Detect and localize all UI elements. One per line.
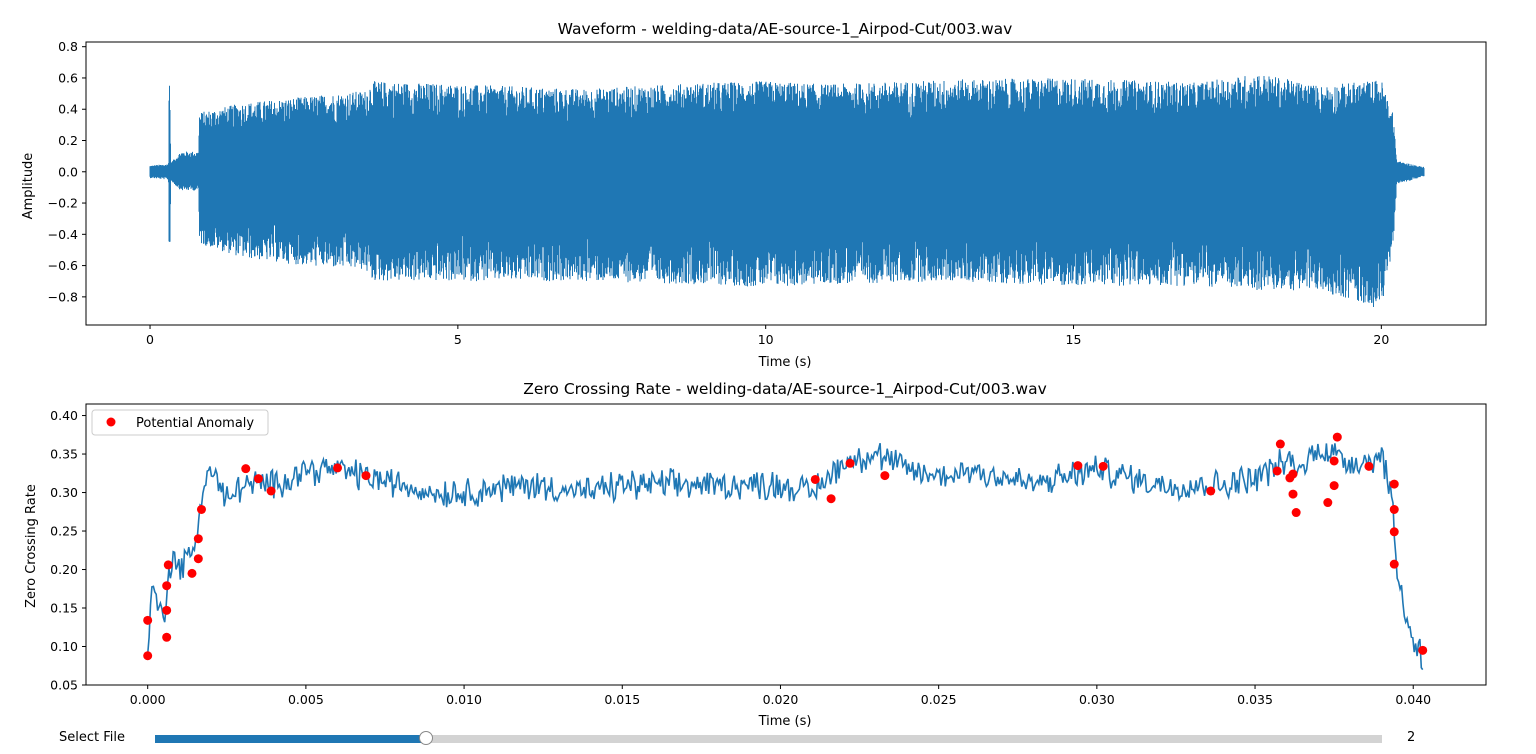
zcr-xtick-label: 0.040: [1395, 692, 1431, 707]
anomaly-point: [193, 534, 203, 544]
zcr-ytick-label: 0.25: [50, 524, 78, 539]
zcr-xtick-label: 0.015: [604, 692, 640, 707]
anomaly-point: [196, 504, 206, 514]
anomaly-point: [1332, 432, 1342, 442]
waveform-axes: Waveform - welding-data/AE-source-1_Airp…: [21, 20, 1487, 370]
zcr-xtick-label: 0.035: [1237, 692, 1273, 707]
waveform-series-line: [149, 76, 1425, 307]
anomaly-point: [187, 568, 197, 578]
zcr-series-line: [146, 443, 1424, 671]
anomaly-point: [1389, 479, 1399, 489]
zcr-ytick-label: 0.10: [50, 639, 78, 654]
zcr-xtick-label: 0.025: [921, 692, 957, 707]
legend-anomaly-label: Potential Anomaly: [136, 416, 254, 431]
waveform-ytick-label: −0.2: [48, 196, 78, 211]
waveform-ytick-label: −0.8: [48, 289, 78, 304]
zcr-xtick-label: 0.030: [1079, 692, 1115, 707]
zcr-xtick-label: 0.010: [446, 692, 482, 707]
anomaly-point: [1329, 481, 1339, 491]
waveform-y-ticks: −0.8 −0.6 −0.4 −0.2 0.0 0.2 0.4 0.6 0.8: [48, 39, 86, 304]
anomaly-point: [1329, 456, 1339, 466]
zcr-ytick-label: 0.30: [50, 485, 78, 500]
anomaly-point: [143, 651, 153, 661]
zcr-ytick-label: 0.15: [50, 601, 78, 616]
waveform-plot-area: [149, 76, 1425, 307]
anomaly-point: [1291, 508, 1301, 518]
legend-anomaly-marker: [106, 417, 116, 427]
zcr-plot-area: [143, 432, 1428, 671]
anomaly-point: [1389, 559, 1399, 569]
zcr-xtick-label: 0.000: [130, 692, 166, 707]
anomaly-point: [810, 474, 820, 484]
anomaly-point: [845, 458, 855, 468]
file-selector: Select File 2: [0, 728, 1536, 750]
waveform-x-ticks: 0 5 10 15 20: [146, 325, 1389, 347]
waveform-axes-frame: [85, 41, 1487, 326]
anomaly-point: [361, 471, 371, 481]
anomaly-point: [162, 605, 172, 615]
waveform-xtick-label: 0: [146, 332, 154, 347]
anomaly-point: [163, 560, 173, 570]
legend-frame: [91, 409, 269, 436]
file-slider-fill: [155, 735, 427, 743]
anomaly-point: [162, 632, 172, 642]
anomaly-point: [1073, 461, 1083, 471]
waveform-ylabel: Amplitude: [21, 153, 36, 220]
waveform-ytick-label: 0.8: [58, 39, 78, 54]
zcr-xtick-label: 0.005: [288, 692, 324, 707]
zcr-xtick-label: 0.020: [763, 692, 799, 707]
waveform-ytick-label: 0.2: [58, 133, 78, 148]
anomaly-point: [143, 615, 153, 625]
waveform-ytick-label: 0.6: [58, 70, 78, 85]
file-slider-track[interactable]: [155, 731, 1382, 745]
anomaly-point: [1206, 486, 1216, 496]
zcr-x-ticks: 0.000 0.005 0.010 0.015 0.020 0.025 0.030 0.035…: [130, 685, 1431, 707]
anomaly-point: [1098, 461, 1108, 471]
slider-label: Select File: [59, 730, 125, 745]
waveform-ytick-label: −0.4: [48, 227, 78, 242]
waveform-xtick-label: 20: [1373, 332, 1389, 347]
anomaly-point: [826, 494, 836, 504]
zcr-ytick-label: 0.20: [50, 562, 78, 577]
slider-value: 2: [1407, 730, 1416, 745]
zcr-axes: Zero Crossing Rate - welding-data/AE-sou…: [24, 380, 1487, 728]
anomaly-point: [1275, 439, 1285, 449]
anomaly-point: [1389, 504, 1399, 514]
waveform-ytick-label: −0.6: [48, 258, 78, 273]
file-slider-handle[interactable]: [419, 731, 434, 745]
anomaly-point: [880, 471, 890, 481]
zcr-ytick-label: 0.05: [50, 678, 78, 693]
anomaly-point: [241, 464, 251, 474]
zcr-ylabel: Zero Crossing Rate: [24, 484, 39, 608]
waveform-xlabel: Time (s): [758, 355, 812, 370]
waveform-ytick-label: 0.4: [58, 102, 78, 117]
anomaly-point: [253, 474, 263, 484]
anomaly-point: [266, 486, 276, 496]
anomaly-point: [1389, 527, 1399, 537]
waveform-xtick-label: 5: [454, 332, 462, 347]
zcr-legend: Potential Anomaly: [91, 409, 269, 436]
anomaly-point: [193, 554, 203, 564]
zcr-xlabel: Time (s): [758, 714, 812, 728]
waveform-xtick-label: 10: [758, 332, 774, 347]
waveform-ytick-label: 0.0: [58, 164, 78, 179]
anomaly-point: [1418, 645, 1428, 655]
anomaly-point: [333, 463, 343, 473]
anomaly-point: [1323, 498, 1333, 508]
zcr-y-ticks: 0.05 0.10 0.15 0.20 0.25 0.30 0.35 0.40: [50, 408, 86, 693]
waveform-xtick-label: 15: [1066, 332, 1082, 347]
zcr-ytick-label: 0.40: [50, 408, 78, 423]
waveform-title: Waveform - welding-data/AE-source-1_Airp…: [558, 20, 1013, 39]
anomaly-point: [1364, 461, 1374, 471]
anomaly-point: [1272, 466, 1282, 476]
anomaly-point: [1288, 489, 1298, 499]
anomaly-point: [162, 581, 172, 591]
zcr-ytick-label: 0.35: [50, 447, 78, 462]
zcr-axes-frame: [85, 403, 1487, 686]
figure: Waveform - welding-data/AE-source-1_Airp…: [21, 20, 1487, 728]
anomaly-point: [1288, 469, 1298, 479]
zcr-title: Zero Crossing Rate - welding-data/AE-sou…: [523, 380, 1047, 399]
